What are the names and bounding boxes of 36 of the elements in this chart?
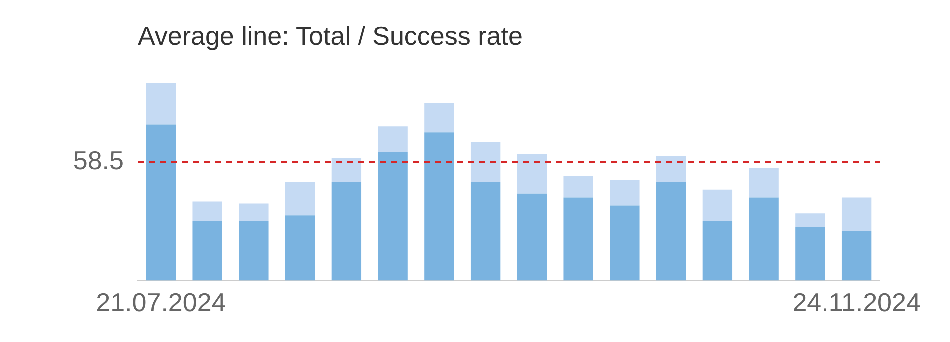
- x-tick-label: 21.07.2024: [96, 288, 226, 318]
- bar: [470, 142, 501, 182]
- bar: [285, 216, 316, 281]
- bar: [146, 124, 176, 281]
- x-tick-label: 24.11.2024: [792, 288, 921, 318]
- bar: [610, 206, 640, 281]
- bar: [656, 156, 686, 182]
- bar: [470, 182, 501, 281]
- chart-title: Average line: Total / Success rate: [138, 20, 523, 51]
- bar: [192, 222, 222, 281]
- bar: [702, 190, 733, 222]
- bar: [656, 182, 686, 281]
- text: 58.5: [73, 145, 124, 176]
- bar: [749, 168, 779, 198]
- bar: [424, 132, 454, 281]
- bar: [378, 152, 408, 281]
- bar: [842, 231, 872, 281]
- bar: [332, 158, 362, 182]
- bar: [564, 176, 594, 198]
- bar: [796, 214, 826, 228]
- bar: [332, 182, 362, 281]
- bar: [146, 83, 176, 125]
- bar: [796, 227, 826, 281]
- bar: [517, 154, 548, 194]
- bar: [239, 222, 269, 281]
- bar: [564, 198, 594, 281]
- bar: [517, 194, 548, 281]
- bar: [192, 202, 222, 222]
- bar: [610, 180, 640, 206]
- bar: [239, 204, 269, 222]
- bar: [702, 222, 733, 281]
- bar: [842, 198, 872, 232]
- bar: [285, 182, 316, 216]
- bar: [749, 198, 779, 281]
- bar: [424, 102, 454, 133]
- bar: [378, 126, 408, 152]
